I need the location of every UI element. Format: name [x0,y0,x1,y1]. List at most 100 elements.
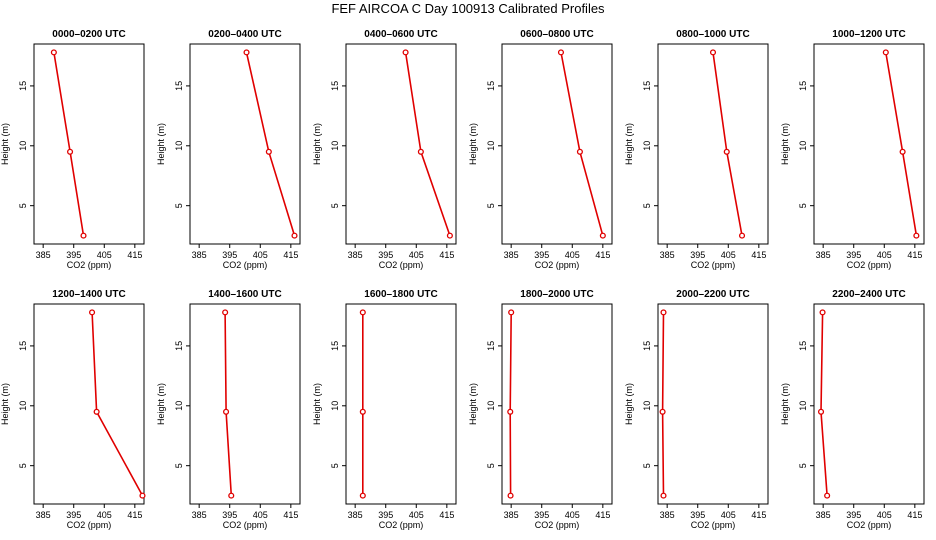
panel-7-y-axis-label: Height (m) [0,383,10,425]
panel-2-x-axis-label: CO2 (ppm) [223,260,268,270]
panel-1-x-tick-label: 415 [127,250,142,260]
panel-9-x-axis-label: CO2 (ppm) [379,520,424,530]
panel-5-point [738,232,746,239]
panel-4-x-tick-label: 415 [595,250,610,260]
panel-4-x-axis-label: CO2 (ppm) [535,260,580,270]
panel-4-title: 0600–0800 UTC [520,29,593,40]
panel-6-point [899,148,906,155]
panel-9-x-tick-label: 385 [348,510,363,520]
panel-12-x-tick-label: 405 [877,510,892,520]
panel-10-y-axis-label: Height (m) [468,383,478,425]
panel-4-y-tick-label: 5 [486,203,496,208]
panel-3-point [402,49,409,56]
panel-11-y-axis-label: Height (m) [624,383,634,425]
panel-3-y-tick-label: 10 [330,141,340,151]
panel-11-y-tick-label: 10 [642,401,652,411]
panel-11-x-axis-label: CO2 (ppm) [691,520,736,530]
panel-6-x-tick-label: 405 [877,250,892,260]
panel-1-y-tick-label: 5 [18,203,28,208]
panel-4-profile-line [560,52,604,236]
panel-11-plot-frame [657,303,769,505]
panel-7-point [93,408,100,415]
panel-5-x-axis-label: CO2 (ppm) [691,260,736,270]
panel-11-point [660,309,667,316]
panel-2-point [291,232,298,239]
panel-6-x-tick-label: 395 [846,250,861,260]
panel-12-title: 2200–2400 UTC [832,289,905,300]
panel-6-y-tick-label: 10 [798,141,808,151]
panel-12-x-axis-label: CO2 (ppm) [847,520,892,530]
panel-4-x-tick-label: 405 [565,250,580,260]
panel-6-x-tick-label: 415 [907,250,922,260]
panel-8-y-tick-label: 10 [174,401,184,411]
panel-3-y-tick-label: 15 [330,81,340,91]
panel-12-x-tick-label: 385 [816,510,831,520]
panel-10-x-axis-label: CO2 (ppm) [535,520,580,530]
panel-1-x-tick-label: 385 [36,250,51,260]
panel-7-plot-frame [33,303,145,505]
panel-12-x-tick-label: 395 [846,510,861,520]
panel-9-point [359,492,366,499]
panel-8-x-tick-label: 395 [222,510,237,520]
panel-6-y-tick-label: 5 [798,203,808,208]
panel-1-profile-line [53,52,85,236]
panel-8-y-tick-label: 5 [174,463,184,468]
panel-5-title: 0800–1000 UTC [676,29,749,40]
panel-4-y-axis-label: Height (m) [468,123,478,165]
panel-3-title: 0400–0600 UTC [364,29,437,40]
panel-12-y-tick-label: 5 [798,463,808,468]
panel-8-title: 1400–1600 UTC [208,289,281,300]
panel-9-x-tick-label: 395 [378,510,393,520]
panel-8-point [228,492,235,499]
panel-6-title: 1000–1200 UTC [832,29,905,40]
panel-3-point [417,148,424,155]
panel-1-plot-frame [33,43,145,245]
panel-9-y-tick-label: 10 [330,401,340,411]
panel-11-x-tick-label: 405 [721,510,736,520]
panel-7-title: 1200–1400 UTC [52,289,125,300]
panel-12-y-axis-label: Height (m) [780,383,790,425]
panel-5-profile-line [712,52,743,236]
panel-2-y-tick-label: 5 [174,203,184,208]
panel-12-y-tick-label: 15 [798,341,808,351]
panel-3-plot-frame [345,43,457,245]
panel-1-point [67,148,74,155]
panel-9-point [359,309,366,316]
panel-1-point [80,232,87,239]
panel-2-x-tick-label: 385 [192,250,207,260]
panel-5-y-tick-label: 15 [642,81,652,91]
panel-1-y-axis-label: Height (m) [0,123,10,165]
panel-5-x-tick-label: 395 [690,250,705,260]
panel-12-profile-line [820,312,828,496]
panel-6-x-axis-label: CO2 (ppm) [847,260,892,270]
panel-3-x-axis-label: CO2 (ppm) [379,260,424,270]
panel-3-profile-line [404,52,451,236]
panel-8-y-axis-label: Height (m) [156,383,166,425]
panel-7-profile-line [91,312,144,496]
panel-2-x-tick-label: 405 [253,250,268,260]
panel-5-point [723,148,730,155]
panel-7-point [89,309,96,316]
panel-9-x-tick-label: 415 [439,510,454,520]
panel-3-x-tick-label: 385 [348,250,363,260]
panel-7-x-tick-label: 395 [66,510,81,520]
panel-4-plot-frame [501,43,613,245]
panel-2-x-tick-label: 395 [222,250,237,260]
panel-1-point [50,49,57,56]
panel-1-x-axis-label: CO2 (ppm) [67,260,112,270]
panel-9-x-tick-label: 405 [409,510,424,520]
panel-3-y-tick-label: 5 [330,203,340,208]
panel-4-x-tick-label: 385 [504,250,519,260]
panel-12-point [824,492,831,499]
panel-5-x-tick-label: 415 [751,250,766,260]
panel-6-profile-line [885,52,918,236]
panel-5-y-tick-label: 10 [642,141,652,151]
panel-4-y-tick-label: 10 [486,141,496,151]
panel-5-y-axis-label: Height (m) [624,123,634,165]
panel-8-point [222,309,229,316]
panel-1-x-tick-label: 405 [97,250,112,260]
panel-6-y-axis-label: Height (m) [780,123,790,165]
panel-10-x-tick-label: 405 [565,510,580,520]
panel-2-x-tick-label: 415 [283,250,298,260]
